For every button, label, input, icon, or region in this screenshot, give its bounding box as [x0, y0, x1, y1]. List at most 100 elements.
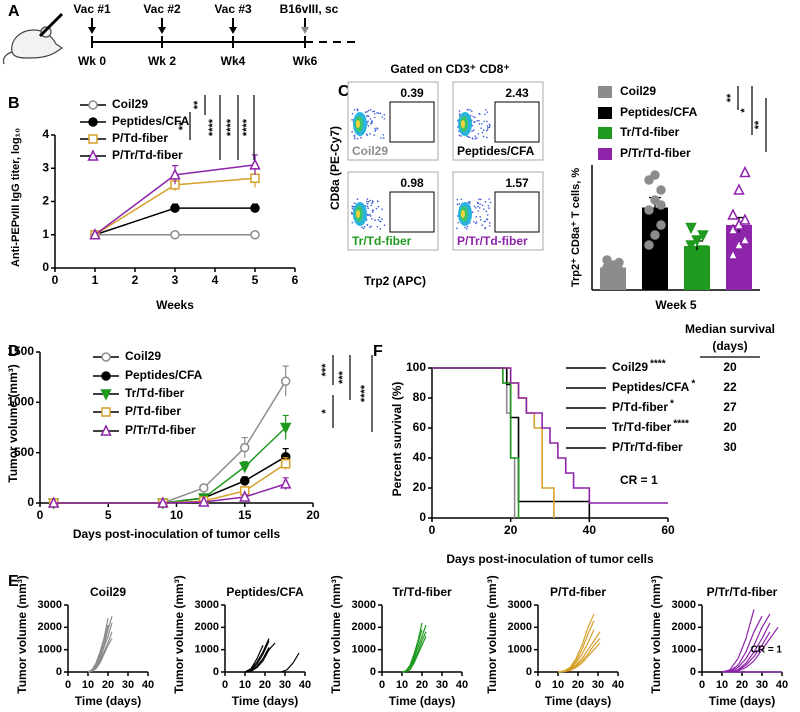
- flow-dot: [470, 110, 473, 113]
- flow-dot: [474, 135, 476, 137]
- flow-dot: [373, 116, 376, 119]
- marker: [199, 483, 209, 493]
- gate: [494, 191, 540, 233]
- y-tick-label: 0: [370, 666, 376, 678]
- flow-dot: [477, 202, 480, 205]
- y-tick-label: 3000: [195, 599, 219, 611]
- flow-dot: [377, 200, 379, 203]
- flow-dot: [376, 225, 379, 228]
- marker: [157, 496, 169, 508]
- marker: [170, 203, 180, 213]
- legend-marker: [101, 352, 111, 362]
- y-axis-label: Tumor volume (mm³): [649, 575, 663, 693]
- x-tick-label: 0: [429, 523, 436, 537]
- y-tick-label: 3000: [38, 599, 62, 611]
- flow-dot: [367, 214, 370, 216]
- annotation: CR = 1: [620, 473, 658, 487]
- y-axis-label: Tumor volume (mm³): [6, 364, 20, 482]
- marker: [280, 376, 291, 386]
- series-line: [244, 642, 276, 673]
- x-tick-label: 40: [456, 679, 468, 691]
- marker: [240, 442, 250, 453]
- flow-dot: [379, 112, 382, 115]
- data-point: [739, 165, 751, 178]
- y-tick-label: 1000: [195, 644, 219, 656]
- marker: [198, 495, 210, 507]
- data-point: [650, 170, 660, 180]
- marker: [47, 496, 60, 508]
- x-tick-label: 2: [132, 273, 139, 287]
- flow-dot: [381, 218, 383, 220]
- data-point: [733, 183, 745, 195]
- y-tick-label: 2: [42, 194, 49, 208]
- flow-dot: [472, 129, 475, 131]
- data-point: [697, 230, 709, 242]
- series-line: [53, 463, 287, 504]
- flow-dot: [480, 127, 482, 129]
- flow-dot: [486, 111, 489, 113]
- legend-label: Coil29: [125, 349, 161, 363]
- table-header: Median survival: [685, 322, 775, 336]
- flow-plot-label: P/Tr/Td-fiber: [457, 234, 528, 248]
- data-point: [685, 260, 697, 272]
- flow-dot: [373, 134, 376, 136]
- table-header: (days): [712, 339, 747, 353]
- panel-label: E: [8, 573, 19, 590]
- flow-dot: [488, 123, 491, 126]
- significance-label: ****: [359, 384, 371, 402]
- x-axis-label: Time (days): [389, 694, 455, 708]
- legend-swatch: [598, 107, 612, 119]
- series-line: [401, 636, 427, 673]
- legend-label: Tr/Td-fiber: [612, 420, 672, 434]
- flow-dot: [477, 205, 479, 208]
- legend-marker: [87, 149, 99, 161]
- flow-dot: [352, 205, 355, 208]
- y-tick-label: 0: [56, 666, 62, 678]
- y-tick-label: 20: [413, 480, 427, 494]
- significance-label: **: [753, 120, 765, 129]
- flow-dot: [476, 120, 478, 122]
- legend-label: Peptides/CFA: [620, 105, 698, 119]
- flow-dot: [351, 130, 353, 133]
- flow-dot: [369, 108, 372, 111]
- flow-dot: [488, 225, 491, 227]
- legend-label: Coil29: [612, 360, 648, 374]
- flow-dot: [488, 198, 490, 200]
- significance-label: **: [725, 93, 737, 102]
- flow-plot-label: Tr/Td-fiber: [352, 234, 412, 248]
- y-axis-label: Tumor volume (mm³): [329, 575, 343, 693]
- marker: [250, 230, 260, 240]
- flow-dot: [374, 130, 376, 132]
- flow-dot: [366, 200, 368, 203]
- median-value: 27: [723, 400, 737, 414]
- significance-label: ****: [241, 118, 253, 136]
- flow-dot: [369, 199, 371, 202]
- flow-dot: [467, 109, 469, 111]
- y-tick-label: 0: [42, 260, 49, 274]
- flow-dot: [367, 115, 369, 117]
- series-line: [401, 631, 427, 673]
- timeline-event: Vac #3: [214, 2, 252, 16]
- x-tick-label: 15: [238, 508, 252, 522]
- marker: [249, 158, 261, 170]
- data-point: [602, 255, 612, 265]
- y-tick-label: 80: [413, 390, 427, 404]
- significance-label: *: [691, 379, 695, 390]
- marker: [170, 230, 180, 240]
- data-point: [644, 175, 654, 185]
- chart-title: Coil29: [90, 585, 126, 599]
- flow-dot: [484, 201, 487, 203]
- significance-label: *: [739, 108, 751, 113]
- flow-dot: [353, 108, 356, 111]
- x-tick-label: 0: [37, 508, 44, 522]
- x-tick-label: 10: [239, 679, 251, 691]
- flow-dot: [464, 226, 466, 229]
- flow-plot-label: Peptides/CFA: [457, 144, 535, 158]
- significance-label: ****: [207, 118, 219, 136]
- flow-dot: [351, 211, 353, 214]
- flow-dot: [466, 225, 469, 228]
- timeline-event: Vac #2: [143, 2, 181, 16]
- marker: [240, 476, 250, 486]
- x-tick-label: 20: [736, 679, 748, 691]
